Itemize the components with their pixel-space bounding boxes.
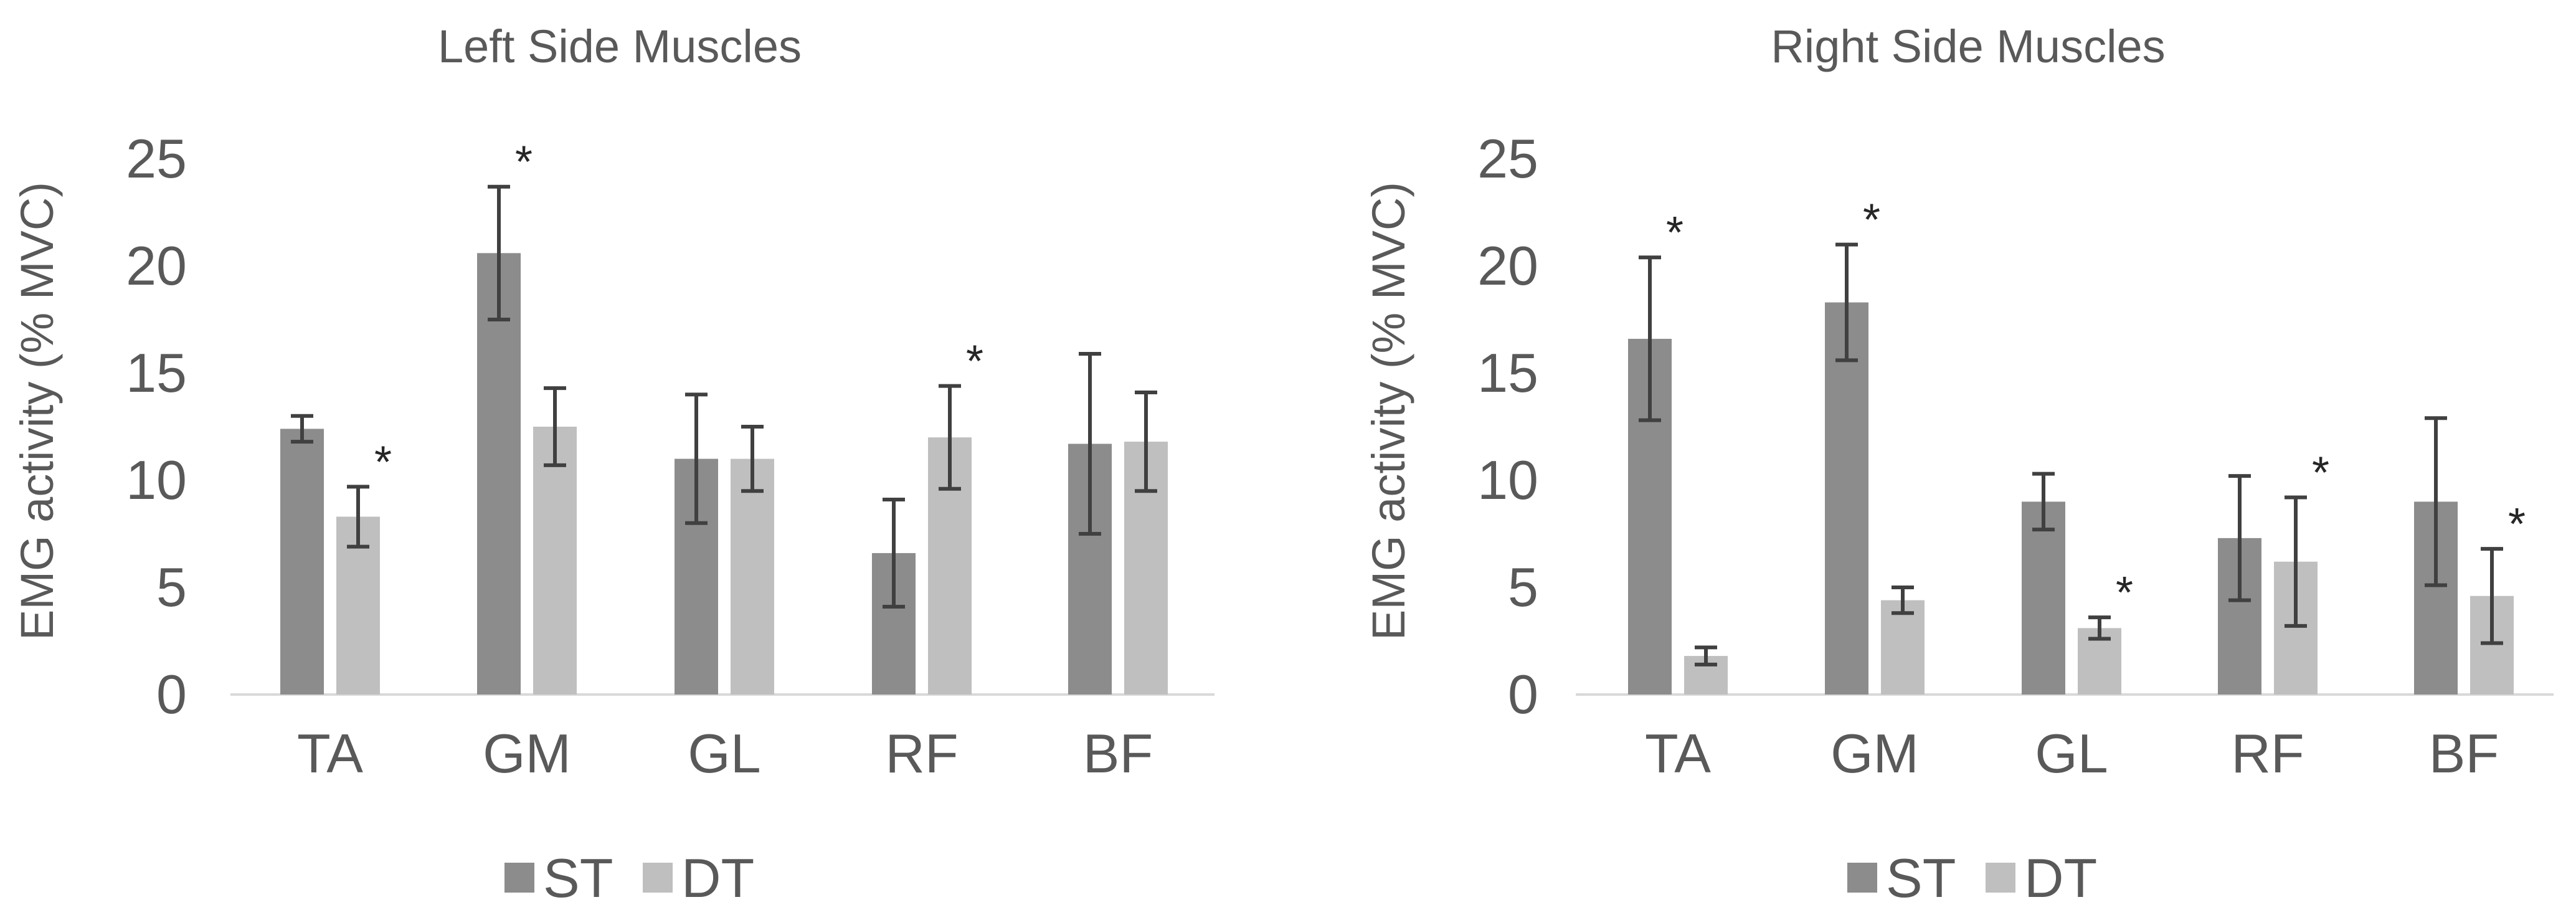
legend-swatch-st	[1847, 863, 1877, 893]
bars-group	[1628, 302, 2514, 695]
error-bars-group	[291, 184, 1157, 609]
x-category-label: TA	[1645, 723, 1711, 784]
y-tick-label: 5	[156, 556, 187, 618]
x-category-label: GL	[688, 723, 760, 784]
left-chart: Left Side Muscles EMG activity (% MVC) 0…	[11, 21, 1215, 909]
y-tick-label: 0	[1508, 663, 1538, 725]
bars-group	[280, 253, 1168, 695]
bar-st-gl	[2022, 501, 2065, 695]
significance-markers: * * *	[374, 138, 983, 488]
legend-swatch-dt	[643, 863, 673, 893]
bar-dt-gm	[1881, 600, 1925, 695]
y-tick-label: 5	[1508, 556, 1538, 618]
y-tick-label: 15	[1477, 342, 1538, 404]
significance-star: *	[2116, 568, 2133, 618]
x-axis-categories: TA GM GL RF BF	[1645, 723, 2499, 784]
significance-star: *	[374, 437, 392, 487]
chart-title: Right Side Muscles	[1771, 21, 2165, 72]
y-tick-label: 20	[126, 235, 187, 296]
y-tick-label: 20	[1477, 235, 1538, 296]
error-bars-group	[1639, 242, 2503, 666]
legend-label-st: ST	[543, 847, 613, 909]
significance-markers: * * * * *	[1666, 196, 2526, 619]
x-category-label: BF	[2429, 723, 2499, 784]
x-category-label: GL	[2035, 723, 2108, 784]
y-axis-ticks: 0 5 10 15 20 25	[126, 128, 187, 725]
x-category-label: GM	[483, 723, 571, 784]
y-tick-label: 10	[126, 449, 187, 511]
bar-st-gm	[1825, 302, 1868, 695]
legend-label-dt: DT	[2024, 847, 2097, 909]
y-axis-ticks: 0 5 10 15 20 25	[1477, 128, 1538, 725]
x-category-label: BF	[1083, 723, 1153, 784]
x-category-label: GM	[1830, 723, 1919, 784]
significance-star: *	[1666, 208, 1683, 258]
x-category-label: RF	[2231, 723, 2304, 784]
bar-st-ta	[280, 429, 324, 695]
y-tick-label: 0	[156, 663, 187, 725]
x-category-label: RF	[885, 723, 958, 784]
legend-label-st: ST	[1886, 847, 1956, 909]
chart-title: Left Side Muscles	[438, 21, 802, 72]
y-axis-label: EMG activity (% MVC)	[1363, 182, 1414, 640]
legend-swatch-dt	[1986, 863, 2015, 893]
legend-label-dt: DT	[681, 847, 754, 909]
y-tick-label: 15	[126, 342, 187, 404]
significance-star: *	[2508, 500, 2526, 549]
significance-star: *	[2312, 448, 2329, 498]
x-axis-categories: TA GM GL RF BF	[297, 723, 1153, 784]
y-tick-label: 25	[126, 128, 187, 189]
y-axis-label: EMG activity (% MVC)	[11, 182, 63, 640]
significance-star: *	[515, 138, 533, 187]
bar-dt-gm	[533, 427, 577, 695]
bar-dt-gl	[731, 458, 774, 695]
legend: ST DT	[504, 847, 754, 909]
legend-swatch-st	[504, 863, 534, 893]
y-tick-label: 25	[1477, 128, 1538, 189]
right-chart: Right Side Muscles EMG activity (% MVC) …	[1363, 21, 2554, 909]
legend: ST DT	[1847, 847, 2097, 909]
y-tick-label: 10	[1477, 449, 1538, 511]
x-category-label: TA	[297, 723, 363, 784]
bar-st-gm	[477, 253, 521, 695]
significance-star: *	[966, 337, 983, 387]
significance-star: *	[1863, 196, 1880, 245]
